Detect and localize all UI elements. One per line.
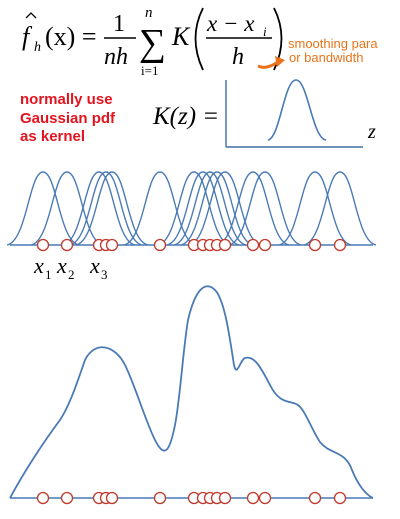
bandwidth-arrow-head xyxy=(275,56,285,67)
formula-sum-top: n xyxy=(145,5,153,21)
data-point xyxy=(308,491,322,505)
kernel-label: K(z) = xyxy=(152,103,219,130)
formula-kernel-letter: K xyxy=(171,22,191,51)
point-labels: x 1 x 2 x 3 xyxy=(33,253,108,282)
formula-frac-num: 1 xyxy=(113,11,125,37)
individual-kernels xyxy=(6,171,377,246)
kernel-bump xyxy=(30,171,104,246)
kernel-bump xyxy=(188,171,262,246)
formula-lhs-f: f xyxy=(22,22,33,51)
data-point xyxy=(258,491,272,505)
data-point xyxy=(60,238,74,252)
annotation-line2: or bandwidth xyxy=(289,50,363,65)
top-data-points xyxy=(36,238,347,252)
data-point xyxy=(258,238,272,252)
kernel-curve xyxy=(267,79,327,141)
note-line2: Gaussian pdf xyxy=(20,110,116,127)
kernel-axis-label: z xyxy=(367,121,376,143)
kernel-bump xyxy=(6,171,80,246)
data-point xyxy=(36,238,50,252)
data-point xyxy=(246,491,260,505)
kernel-bump xyxy=(180,171,254,246)
formula-sum-bottom: i=1 xyxy=(141,63,158,78)
formula-frac-den: nh xyxy=(104,44,128,70)
data-point xyxy=(218,238,232,252)
bottom-data-points xyxy=(36,491,347,505)
kernel-plot: K(z) = z xyxy=(152,79,376,148)
kernel-bump xyxy=(69,171,143,246)
left-paren xyxy=(194,7,204,71)
data-point xyxy=(308,238,322,252)
kernel-note: normally use Gaussian pdf as kernel xyxy=(20,91,116,145)
kernel-bump xyxy=(216,171,290,246)
annotation-line1: smoothing para xyxy=(288,36,378,51)
hat-mark xyxy=(25,12,37,19)
data-point xyxy=(153,238,167,252)
data-point xyxy=(246,238,260,252)
data-point xyxy=(105,238,119,252)
bandwidth-arrow xyxy=(257,60,279,69)
note-line3: as kernel xyxy=(20,128,85,145)
kernel-bump xyxy=(157,171,231,246)
data-point xyxy=(333,238,347,252)
formula-inner-num: x − x xyxy=(206,11,255,36)
kde-formula: f h (x) = 1 nh n ∑ i=1 K x − x i h smoot… xyxy=(22,5,378,78)
data-point xyxy=(333,491,347,505)
kernel-bump xyxy=(278,171,352,246)
point-label-x2-sub: 2 xyxy=(68,267,75,282)
kernel-bump xyxy=(303,171,377,246)
point-label-x3: x xyxy=(89,253,100,278)
data-point xyxy=(36,491,50,505)
sum-symbol: ∑ xyxy=(139,22,166,64)
kernel-bump xyxy=(75,171,149,246)
data-point xyxy=(153,491,167,505)
point-label-x3-sub: 3 xyxy=(101,267,108,282)
point-label-x2: x xyxy=(56,253,67,278)
formula-lhs-sub: h xyxy=(34,40,41,55)
data-point xyxy=(60,491,74,505)
data-point xyxy=(218,491,232,505)
data-point xyxy=(105,491,119,505)
kernel-bump xyxy=(123,171,197,246)
summed-density-curve xyxy=(9,285,374,499)
point-label-x1-sub: 1 xyxy=(45,267,52,282)
formula-lhs-arg: (x) = xyxy=(45,22,96,51)
kernel-bump xyxy=(166,171,240,246)
kernel-bump xyxy=(62,171,136,246)
point-label-x1: x xyxy=(33,253,44,278)
note-line1: normally use xyxy=(20,91,113,108)
kernel-bump xyxy=(228,171,302,246)
formula-inner-den: h xyxy=(232,44,244,70)
kernel-bump xyxy=(173,171,247,246)
formula-inner-num-sub: i xyxy=(263,24,267,39)
